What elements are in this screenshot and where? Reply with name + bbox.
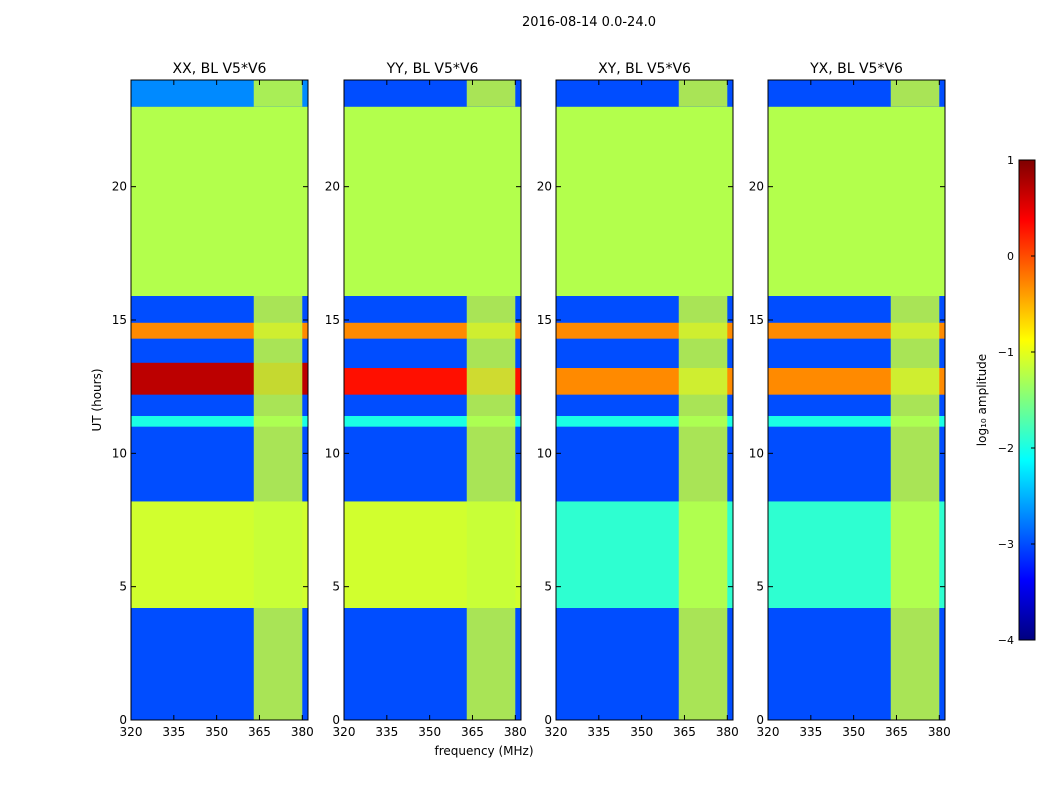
y-tick-label: 0 — [119, 713, 127, 727]
y-tick-label: 0 — [544, 713, 552, 727]
panel-frame — [767, 79, 946, 721]
x-axis-label: frequency (MHz) — [434, 744, 533, 758]
y-tick-label: 10 — [749, 446, 764, 460]
x-tick-label: 335 — [799, 725, 822, 739]
panel-title: YX, BL V5*V6 — [809, 61, 903, 77]
rfi-region — [678, 296, 728, 720]
y-tick-label: 0 — [756, 713, 764, 727]
x-tick-label: 350 — [630, 725, 653, 739]
colorbar-gradient — [1018, 159, 1036, 641]
x-tick-label: 320 — [120, 725, 143, 739]
y-tick-label: 15 — [537, 313, 552, 327]
y-tick-label: 5 — [119, 580, 127, 594]
y-tick-label: 20 — [112, 180, 127, 194]
y-tick-label: 10 — [112, 446, 127, 460]
colorbar-tick-label: −4 — [998, 634, 1014, 647]
x-tick-label: 365 — [461, 725, 484, 739]
panel-title: YY, BL V5*V6 — [386, 61, 479, 77]
y-tick-label: 15 — [749, 313, 764, 327]
rfi-region — [253, 80, 303, 107]
panel-title: XX, BL V5*V6 — [173, 61, 267, 77]
heatmap-band — [344, 106, 521, 297]
x-tick-label: 380 — [291, 725, 314, 739]
rfi-region — [890, 80, 940, 107]
x-tick-label: 365 — [885, 725, 908, 739]
x-tick-label: 335 — [375, 725, 398, 739]
panel-title: XY, BL V5*V6 — [598, 61, 691, 77]
panel-frame — [555, 79, 734, 721]
y-axis-label: UT (hours) — [90, 368, 104, 431]
y-tick-label: 20 — [537, 180, 552, 194]
colorbar-tick-label: −2 — [998, 442, 1014, 455]
colorbar: 1 0 −1 −2 −3 −4 log₁₀ amplitude — [975, 154, 1036, 647]
y-tick-label: 10 — [537, 446, 552, 460]
heatmap-band — [556, 416, 733, 427]
y-tick-label: 5 — [332, 580, 340, 594]
x-tick-label: 320 — [333, 725, 356, 739]
y-tick-label: 10 — [325, 446, 340, 460]
colorbar-label: log₁₀ amplitude — [975, 354, 989, 446]
panel-frame — [343, 79, 522, 721]
rfi-region — [466, 296, 516, 720]
x-tick-label: 380 — [716, 725, 739, 739]
colorbar-tick-label: −3 — [998, 538, 1014, 551]
heatmap-band — [768, 106, 945, 297]
rfi-region — [890, 296, 940, 720]
x-tick-label: 335 — [587, 725, 610, 739]
x-tick-label: 350 — [842, 725, 865, 739]
colorbar-tick-label: 1 — [1007, 154, 1014, 167]
y-tick-label: 15 — [325, 313, 340, 327]
heatmap-band — [768, 416, 945, 427]
x-tick-label: 320 — [757, 725, 780, 739]
rfi-region — [253, 296, 303, 720]
panel-2: YY, BL V5*V6 0 5 10 15 20 320 335 350 365 380 — [325, 61, 527, 739]
x-tick-label: 350 — [418, 725, 441, 739]
x-tick-label: 365 — [248, 725, 271, 739]
y-tick-label: 5 — [756, 580, 764, 594]
x-tick-label: 380 — [928, 725, 951, 739]
y-tick-label: 0 — [332, 713, 340, 727]
heatmap-band — [556, 106, 733, 297]
panel-1: XX, BL V5*V6 0 5 10 15 20 320 335 350 365 380 — [112, 61, 314, 739]
x-tick-label: 380 — [504, 725, 527, 739]
y-tick-label: 5 — [544, 580, 552, 594]
figure-title: 2016-08-14 0.0-24.0 — [522, 15, 656, 30]
rfi-region — [678, 80, 728, 107]
x-tick-label: 350 — [205, 725, 228, 739]
y-tick-label: 20 — [749, 180, 764, 194]
y-tick-label: 20 — [325, 180, 340, 194]
x-tick-label: 320 — [545, 725, 568, 739]
y-tick-label: 15 — [112, 313, 127, 327]
panel-3: XY, BL V5*V6 0 5 10 15 20 320 335 350 365 380 — [537, 61, 739, 739]
panel-frame — [130, 79, 309, 721]
heatmap-band — [131, 106, 308, 297]
heatmap-band — [131, 416, 308, 427]
rfi-region — [466, 80, 516, 107]
colorbar-tick-label: 0 — [1007, 250, 1014, 263]
x-tick-label: 365 — [673, 725, 696, 739]
panel-4: YX, BL V5*V6 0 5 10 15 20 320 335 350 365 380 — [749, 61, 951, 739]
heatmap-band — [344, 416, 521, 427]
colorbar-tick-label: −1 — [998, 346, 1014, 359]
x-tick-label: 335 — [162, 725, 185, 739]
